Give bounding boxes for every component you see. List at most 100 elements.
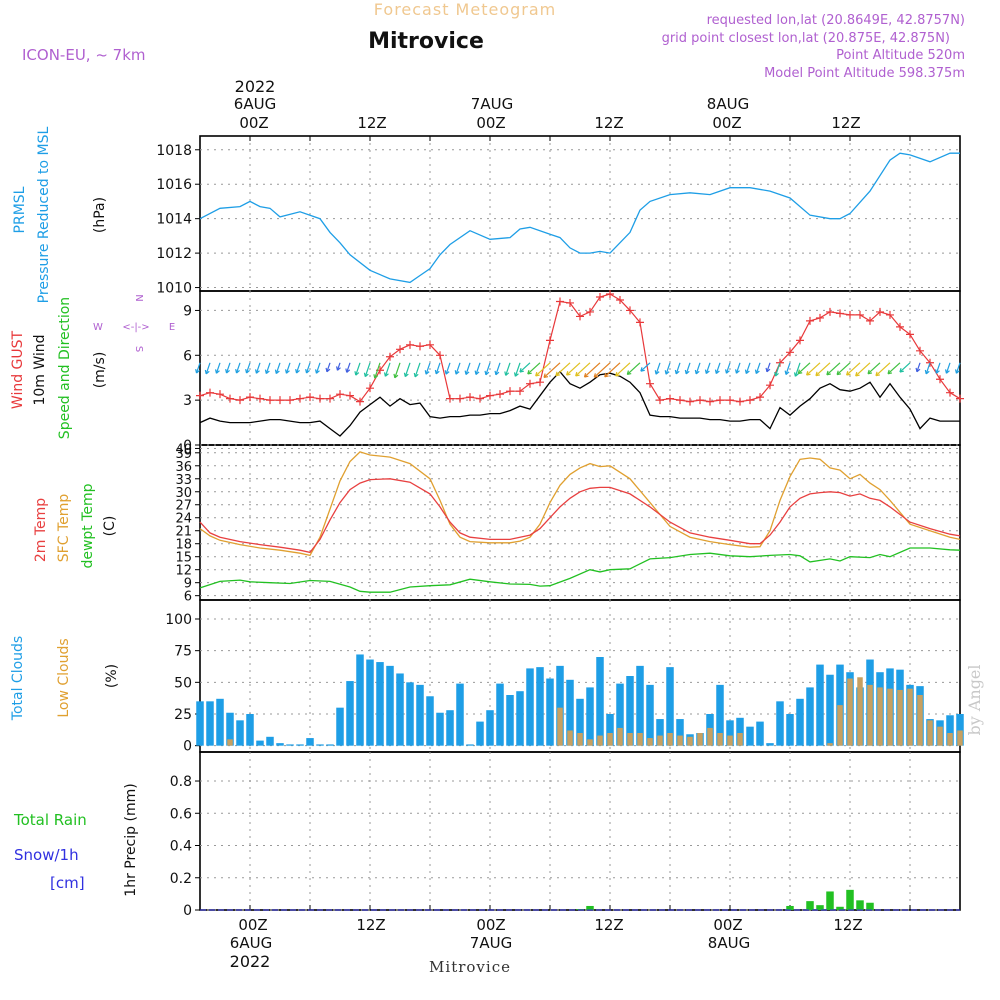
gust-marker bbox=[296, 394, 304, 403]
wind-arrow-head bbox=[954, 369, 960, 374]
gust-marker bbox=[216, 390, 224, 399]
temp-tick-label: 6 bbox=[184, 590, 192, 605]
precip-tick-label: 0.4 bbox=[170, 839, 192, 855]
wind-arrow-head bbox=[264, 369, 270, 375]
wind-direction-arrow bbox=[705, 362, 711, 374]
gust-marker bbox=[386, 352, 394, 361]
gust-marker bbox=[716, 396, 724, 405]
total-cloud-bar bbox=[266, 736, 274, 746]
wind-direction-arrow bbox=[593, 362, 611, 378]
total-cloud-bar bbox=[796, 698, 804, 746]
total-cloud-bar bbox=[226, 712, 234, 746]
gust-marker bbox=[586, 307, 594, 316]
total-cloud-bar bbox=[316, 744, 324, 746]
top-hour-label-4: 12Z bbox=[594, 114, 623, 132]
low-cloud-bar bbox=[837, 705, 843, 746]
wind-arrow-head bbox=[519, 368, 524, 373]
gust-marker bbox=[496, 390, 504, 399]
wind-direction-arrow bbox=[575, 362, 591, 377]
total-cloud-bar bbox=[286, 744, 294, 746]
wind-direction-arrow bbox=[435, 362, 441, 375]
wind-direction-arrow bbox=[925, 362, 931, 375]
wind-direction-arrow bbox=[899, 362, 911, 373]
wind-tick-label: 6 bbox=[183, 348, 192, 364]
compass-south: S bbox=[133, 346, 144, 352]
wind-arrow-head bbox=[744, 369, 750, 375]
bottom-date-label-2: 7AUG bbox=[470, 934, 512, 952]
wind-arrow-head bbox=[793, 372, 799, 377]
bottom-hour-label-4: 12Z bbox=[594, 916, 623, 934]
low-cloud-bar bbox=[597, 735, 603, 746]
gust-marker bbox=[846, 310, 854, 319]
wind-direction-arrow bbox=[336, 362, 341, 371]
rain-bar bbox=[816, 905, 824, 910]
total-cloud-bar bbox=[646, 684, 654, 746]
wind-direction-arrow bbox=[505, 362, 511, 376]
bottom-hour-label-2: 12Z bbox=[356, 916, 385, 934]
total-cloud-bar bbox=[296, 744, 304, 746]
wind-direction-arrow bbox=[774, 362, 781, 377]
total-cloud-bar bbox=[586, 687, 594, 746]
gust-marker bbox=[506, 387, 514, 396]
wind-arrow-head bbox=[424, 370, 430, 375]
low-cloud-bar bbox=[907, 688, 913, 746]
wind-arrow-head bbox=[887, 369, 893, 375]
wind-direction-arrow bbox=[384, 362, 391, 377]
total-cloud-bar bbox=[486, 710, 494, 746]
temp-tick-label: 33 bbox=[175, 473, 192, 488]
wind-arrow-head bbox=[615, 371, 620, 377]
wind-direction-arrow bbox=[295, 362, 301, 374]
wind-direction-arrow bbox=[755, 362, 761, 374]
total-cloud-bar bbox=[196, 701, 204, 746]
gust-marker bbox=[936, 375, 944, 384]
wind-arrow-head bbox=[527, 369, 532, 375]
temp-tick-label: 18 bbox=[175, 538, 192, 553]
low-cloud-bar bbox=[647, 738, 653, 746]
wind-direction-arrow bbox=[584, 362, 601, 378]
total-cloud-bar bbox=[786, 714, 794, 746]
gust-marker bbox=[676, 396, 684, 405]
wind-direction-arrow bbox=[826, 362, 841, 376]
wind-arrow-head bbox=[797, 369, 803, 375]
top-year-label: 2022 bbox=[235, 77, 276, 96]
top-hour-label-3: 00Z bbox=[476, 114, 505, 132]
wind-arrow-head bbox=[214, 369, 220, 374]
gust-marker bbox=[276, 396, 284, 405]
wind-direction-arrow bbox=[615, 362, 631, 377]
gust-marker bbox=[486, 391, 494, 400]
gust-marker bbox=[596, 292, 604, 301]
low-cloud-bar bbox=[897, 689, 903, 746]
gust-marker bbox=[656, 396, 664, 405]
wind-arrow-head bbox=[784, 370, 790, 375]
clouds-tick-label: 75 bbox=[174, 644, 192, 660]
wind-direction-arrow bbox=[215, 362, 221, 374]
pressure-tick-label: 1018 bbox=[156, 143, 192, 159]
wind-direction-arrow bbox=[655, 362, 661, 375]
wind-10m-label: 10m Wind bbox=[32, 334, 48, 405]
wind-direction-arrow bbox=[604, 362, 621, 378]
gust-marker bbox=[826, 307, 834, 316]
credit-watermark: by Angel bbox=[965, 664, 984, 735]
wind-arrow-head bbox=[535, 371, 540, 377]
wind-direction-arrow bbox=[265, 362, 271, 374]
wind-arrow-head bbox=[274, 369, 280, 375]
wind-arrow-head bbox=[543, 373, 549, 378]
low-cloud-bar bbox=[567, 730, 573, 746]
gust-marker bbox=[356, 397, 364, 406]
gust-marker bbox=[876, 307, 884, 316]
low-cloud-bar bbox=[947, 733, 953, 746]
total-cloud-bar bbox=[426, 696, 434, 746]
gust-marker bbox=[806, 316, 814, 325]
gust-marker bbox=[736, 397, 744, 406]
low-cloud-bar bbox=[737, 733, 743, 746]
wind-arrow-head bbox=[626, 370, 632, 375]
wind-arrow-head bbox=[444, 370, 450, 375]
gust-marker bbox=[796, 336, 804, 345]
gust-marker bbox=[286, 396, 294, 405]
wind-arrow-head bbox=[336, 366, 341, 371]
total-cloud-bar bbox=[256, 740, 264, 746]
gust-marker bbox=[316, 394, 324, 403]
total-cloud-bar bbox=[306, 738, 314, 746]
wind-direction-arrow bbox=[665, 362, 671, 375]
